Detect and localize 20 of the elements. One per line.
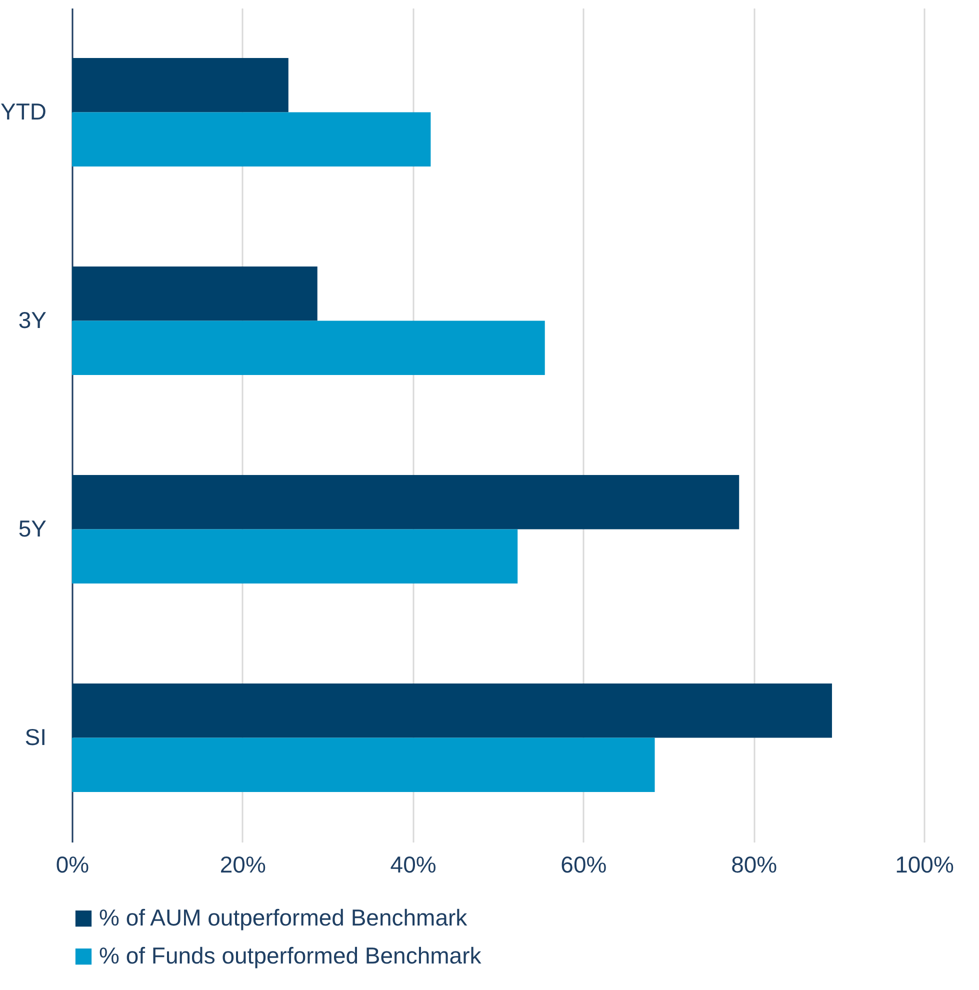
bar: [72, 320, 545, 375]
legend-label: % of AUM outperformed Benchmark: [99, 904, 468, 930]
legend-label: % of Funds outperformed Benchmark: [99, 942, 482, 968]
x-tick-label: 40%: [390, 852, 436, 878]
y-tick-label: SI: [24, 724, 46, 750]
bar: [72, 529, 518, 584]
bar: [72, 684, 832, 738]
x-tick-label: 20%: [220, 852, 266, 878]
y-tick-label: 5Y: [18, 515, 46, 542]
x-tick-label: 0%: [56, 852, 90, 878]
bar: [72, 112, 431, 166]
bar: [72, 266, 318, 321]
x-tick-label: 80%: [731, 852, 778, 878]
x-tick-label: 100%: [895, 852, 954, 878]
x-tick-label: 60%: [560, 852, 607, 878]
bar: [72, 475, 740, 530]
y-tick-label: 3Y: [18, 306, 46, 333]
bar: [72, 738, 655, 792]
y-tick-label: YTD: [0, 98, 46, 124]
bar: [72, 58, 288, 112]
